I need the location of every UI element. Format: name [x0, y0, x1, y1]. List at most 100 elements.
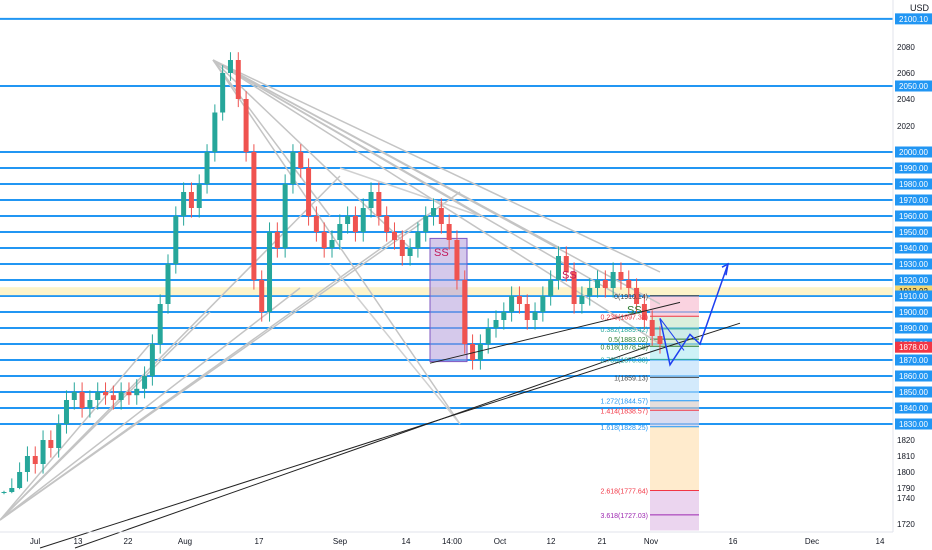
price-tag [895, 386, 932, 398]
x-tick-label: 12 [547, 537, 556, 546]
x-tick-label: Sep [333, 537, 348, 546]
candle-body [501, 312, 507, 320]
price-tag [895, 306, 932, 318]
fib-zone [650, 514, 699, 531]
fan-line [212, 59, 661, 273]
candle-body [165, 264, 171, 304]
x-tick-label: 16 [729, 537, 738, 546]
candle-body [181, 192, 187, 216]
price-tag-label: 1970.00 [899, 196, 928, 205]
x-tick-label: 21 [598, 537, 607, 546]
candle-body [423, 216, 429, 232]
candle-body [641, 304, 647, 320]
price-tag-label: 2000.00 [899, 148, 928, 157]
candle-body [227, 60, 233, 73]
fib-zone [650, 377, 699, 401]
candle-body [1, 492, 7, 493]
candle-body [32, 456, 38, 464]
candle-body [555, 256, 561, 280]
highlight-zone [429, 237, 468, 363]
fib-zone [650, 316, 699, 329]
price-tag [895, 194, 932, 206]
price-tag [895, 226, 932, 238]
trend-line [429, 301, 681, 364]
candle-body [485, 328, 491, 344]
price-tag-label: 1990.00 [899, 164, 928, 173]
price-axis: USD 172017401790180018101820183018401850… [892, 0, 932, 532]
y-tick-label: 2060 [897, 69, 915, 78]
price-tag [895, 242, 932, 254]
candle-body [649, 320, 655, 336]
fib-zone [650, 359, 699, 378]
candle-body [17, 472, 23, 488]
candle-body [290, 152, 296, 184]
fan-line [212, 59, 561, 249]
price-tag [895, 402, 932, 414]
candle-body [306, 168, 312, 216]
candle-body [368, 192, 374, 208]
candle-body [251, 152, 257, 280]
fib-zone [650, 339, 699, 347]
price-tag-label: 1860.00 [899, 372, 928, 381]
y-tick-label: 1720 [897, 520, 915, 529]
candle-body [157, 304, 163, 344]
y-tick-label: 2020 [897, 122, 915, 131]
candle-body [321, 232, 327, 248]
price-tag-label: 1900.00 [899, 308, 928, 317]
candle-body [337, 224, 343, 240]
fan-line [212, 59, 481, 217]
price-tag-label: 1960.00 [899, 212, 928, 221]
candle-body [509, 296, 515, 312]
candle-body [438, 208, 444, 224]
price-tag [895, 290, 932, 302]
candle-body [595, 280, 601, 288]
fib-label: 1.618(1828.25) [601, 425, 648, 432]
y-tick-label: 2080 [897, 43, 915, 52]
candle-body [516, 296, 522, 304]
candle-body [134, 388, 140, 396]
fan-line [0, 287, 301, 521]
candle-body [71, 392, 77, 400]
candle-body [149, 344, 155, 376]
price-tag [895, 80, 932, 92]
candle-body [329, 240, 335, 248]
candle-body [24, 456, 30, 472]
candle-body [540, 296, 546, 312]
x-tick-label: 22 [124, 537, 133, 546]
candle-body [298, 152, 304, 168]
candle-body [48, 440, 54, 448]
price-tag [895, 322, 932, 334]
fan-line [0, 311, 211, 521]
fan-line [212, 59, 461, 425]
annotation-label: SS [562, 269, 577, 281]
candle-body [579, 296, 585, 304]
fib-label: 0.786(1870.38) [601, 357, 648, 364]
fib-labels: 0(1910.14) 0.236(1897.34) 0.382(1889.42) 0.… [601, 294, 648, 520]
candle-body [587, 288, 593, 296]
candle-body [634, 288, 640, 304]
price-tag [895, 354, 932, 366]
price-tag-label: 1830.00 [899, 420, 928, 429]
candle-body [618, 272, 624, 280]
candle-body [602, 280, 608, 288]
price-tag [895, 370, 932, 382]
trend-line [74, 345, 651, 549]
candle-body [376, 192, 382, 216]
candle-body [212, 112, 218, 152]
candle-body [9, 488, 15, 492]
price-tag-label: 1878.00 [899, 343, 928, 352]
price-tag [895, 418, 932, 430]
price-tag [895, 258, 932, 270]
candle-body [220, 73, 226, 113]
x-tick-label: 14 [402, 537, 411, 546]
candle-body [103, 392, 109, 396]
candle-body [657, 336, 663, 344]
candle-body [415, 232, 421, 248]
y-tick-label: 2040 [897, 95, 915, 104]
fib-label: 0(1910.14) [614, 294, 648, 301]
trend-line [39, 322, 741, 549]
candle-body [204, 152, 210, 184]
annotation-label: SS [434, 247, 449, 259]
candle-body [126, 392, 132, 396]
